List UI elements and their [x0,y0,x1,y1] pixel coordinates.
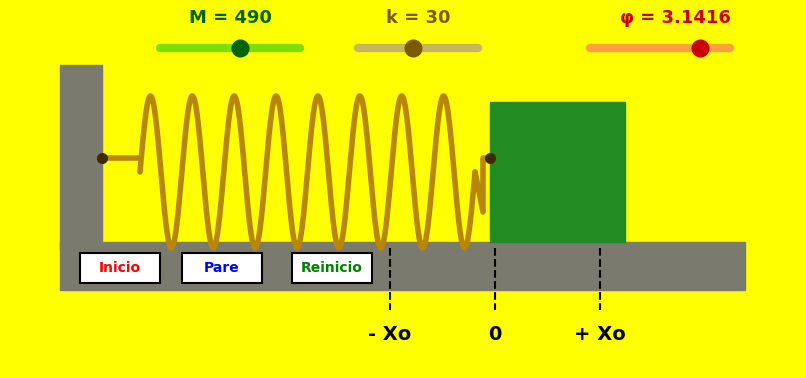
Bar [60,242,745,290]
FancyBboxPatch shape [182,253,262,283]
Bar [490,102,625,242]
Text: + Xo: + Xo [574,325,626,344]
Text: M = 490: M = 490 [189,9,272,27]
Text: Pare: Pare [204,261,240,275]
FancyBboxPatch shape [80,253,160,283]
Text: Inicio: Inicio [99,261,141,275]
Text: 0: 0 [488,325,501,344]
Text: k = 30: k = 30 [386,9,451,27]
Text: φ = 3.1416: φ = 3.1416 [620,9,730,27]
FancyBboxPatch shape [292,253,372,283]
Text: Reinicio: Reinicio [301,261,363,275]
Bar [60,65,102,250]
Text: - Xo: - Xo [368,325,412,344]
